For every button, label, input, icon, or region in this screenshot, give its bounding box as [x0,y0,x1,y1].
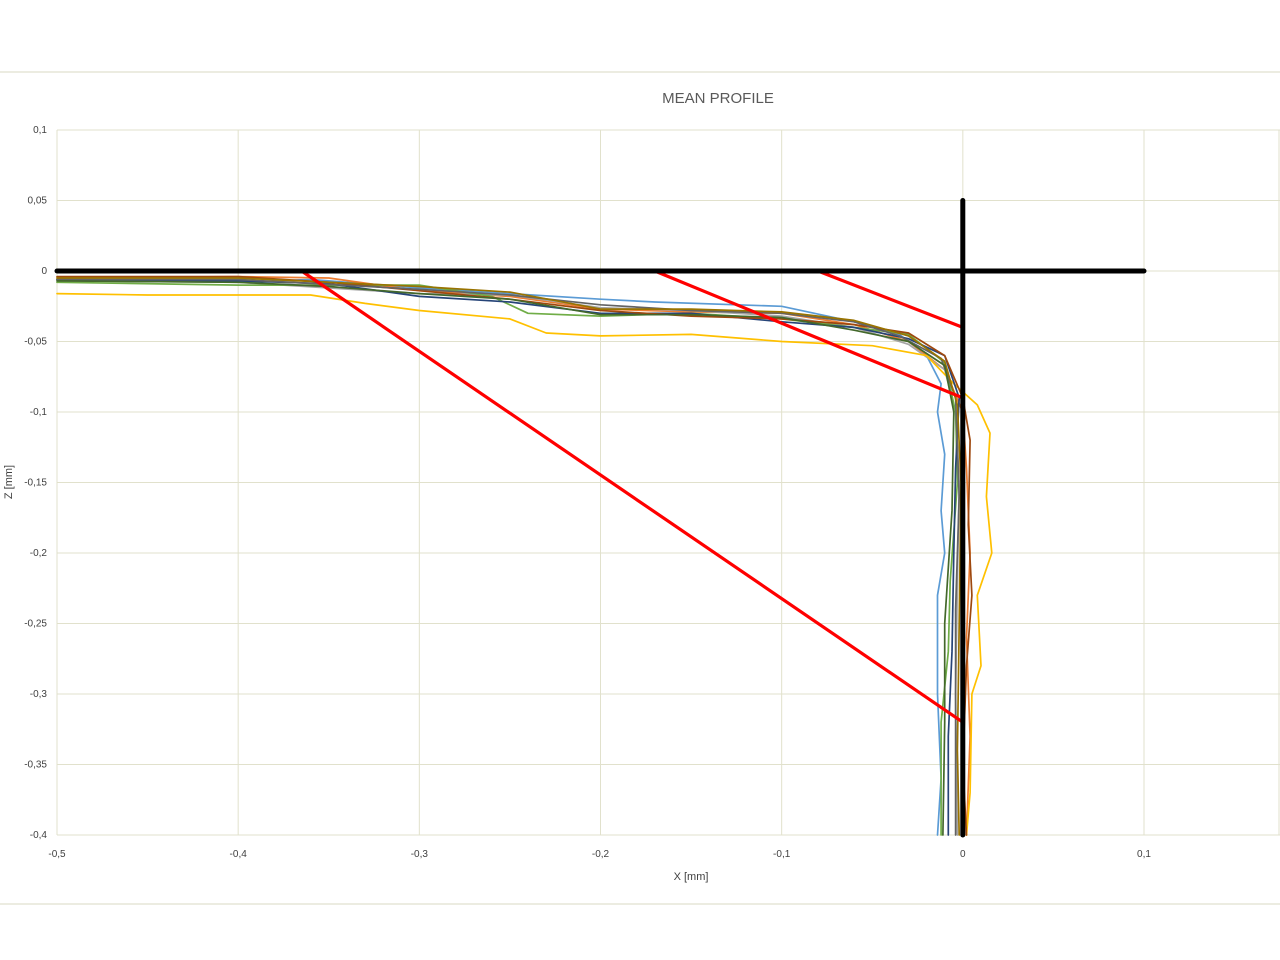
red-reference-line [816,269,965,329]
profile-line [56,280,961,836]
y-tick-label: -0,3 [30,689,48,700]
profile-line [56,278,961,836]
profile-line [56,277,962,836]
y-tick-label: -0,35 [24,760,47,771]
y-tick-label: -0,1 [30,407,48,418]
y-tick-label: 0,05 [28,196,48,207]
gridlines [56,129,1280,836]
y-tick-label: -0,2 [30,548,48,559]
y-tick-label: 0,1 [33,125,47,136]
chart-title: MEAN PROFILE [662,90,774,107]
profile-line [56,280,955,836]
reference-lines [54,198,1147,838]
x-tick-label: -0,1 [773,849,791,860]
x-tick-labels: -0,5 -0,4 -0,3 -0,2 -0,1 0 0,1 [48,849,1151,860]
x-axis-label: X [mm] [674,871,709,883]
y-tick-labels: 0,1 0,05 0 -0,05 -0,1 -0,15 -0,2 -0,25 -0,3 -0,35… [24,125,47,841]
x-tick-label: -0,5 [48,849,66,860]
y-tick-label: -0,15 [24,478,47,489]
profile-line [56,292,993,836]
y-axis-label: Z [mm] [3,465,15,499]
profile-line [56,278,946,836]
red-reference-line [653,269,965,400]
y-tick-label: -0,4 [30,830,48,841]
y-tick-label: 0 [41,266,47,277]
y-tick-label: -0,25 [24,619,47,630]
y-tick-label: -0,05 [24,337,47,348]
profile-series [56,275,993,836]
red-reference-line [300,269,965,724]
profile-line [56,278,961,836]
x-tick-label: -0,4 [230,849,248,860]
x-tick-label: -0,2 [592,849,610,860]
profile-line [56,275,971,836]
x-tick-label: 0 [960,849,966,860]
profile-line [56,275,973,836]
x-tick-label: 0,1 [1137,849,1151,860]
x-tick-label: -0,3 [411,849,429,860]
profile-line [56,281,959,836]
